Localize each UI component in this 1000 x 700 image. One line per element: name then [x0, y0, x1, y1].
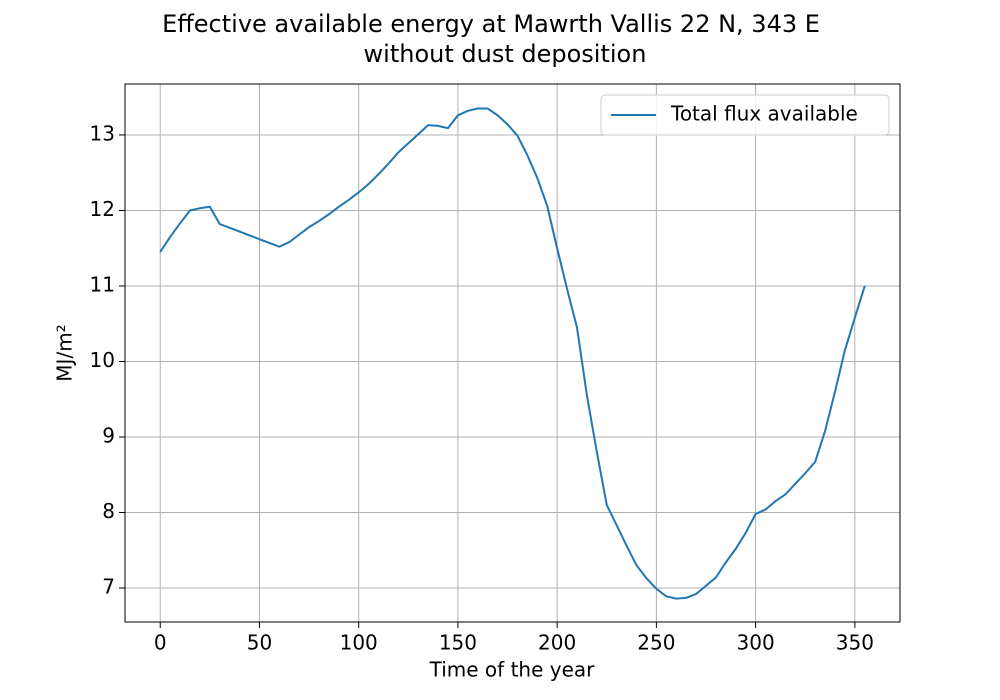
y-tick-label: 11: [90, 272, 115, 296]
chart-subtitle: without dust deposition: [364, 40, 647, 68]
legend-box: [600, 94, 890, 136]
y-tick-label: 13: [90, 121, 115, 145]
x-tick-label: 250: [637, 631, 675, 655]
x-tick-label: 100: [340, 631, 378, 655]
y-axis-label: MJ/m²: [53, 324, 77, 381]
x-tick-label: 50: [247, 631, 272, 655]
y-tick-label: 7: [102, 575, 115, 599]
plot-frame: [124, 83, 901, 623]
x-axis-label: Time of the year: [429, 658, 596, 682]
x-tick-label: 150: [439, 631, 477, 655]
y-tick-label: 9: [102, 424, 115, 448]
line-series: [159, 107, 866, 600]
legend-label: Total flux available: [670, 102, 858, 126]
x-tick-label: 0: [154, 631, 167, 655]
x-tick-label: 300: [737, 631, 775, 655]
chart-title: Effective available energy at Mawrth Val…: [162, 10, 820, 38]
x-tick-label: 200: [538, 631, 576, 655]
y-tick-label: 8: [102, 499, 115, 523]
x-tick-label: 350: [836, 631, 874, 655]
y-tick-label: 12: [90, 197, 115, 221]
y-tick-label: 10: [90, 348, 115, 372]
